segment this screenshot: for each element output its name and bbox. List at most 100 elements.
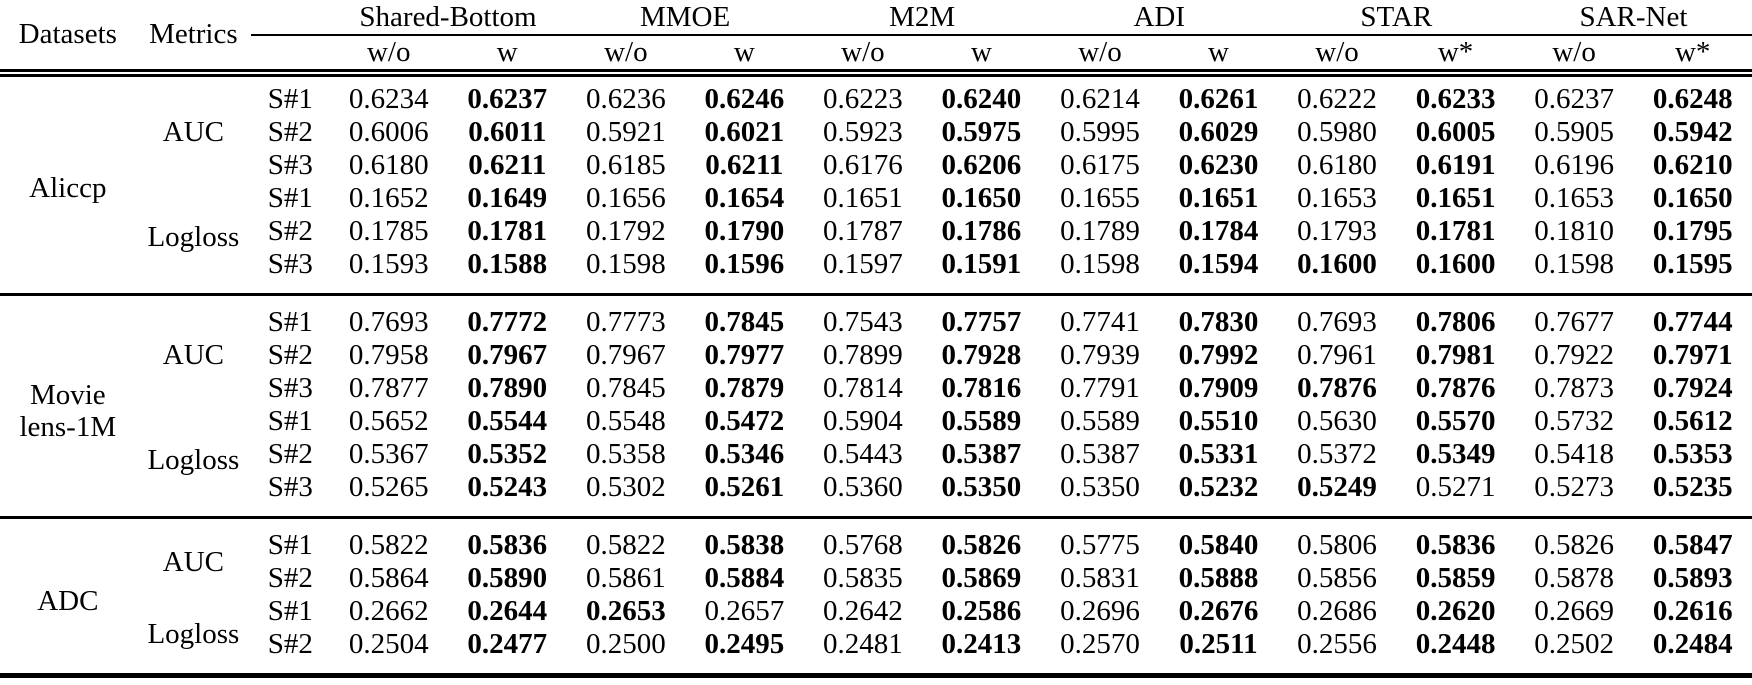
value-cell: 0.1591 [941, 248, 1022, 280]
value-cell: 0.2481 [823, 628, 903, 660]
value-cell: 0.1598 [1534, 248, 1614, 280]
value-cell: 0.5358 [585, 438, 666, 470]
scenario-label: S#1 [267, 83, 313, 115]
value-cell: 0.2448 [1415, 628, 1496, 660]
method-header-shared-bottom: Shared-Bottom [329, 0, 567, 36]
value-cell: 0.6230 [1178, 149, 1259, 181]
metric-label-auc: AUC [135, 293, 252, 405]
value-cell: 0.7922 [1534, 339, 1614, 371]
metric-label-auc: AUC [162, 116, 224, 148]
scenario-label: S#2 [267, 215, 313, 247]
value-cell: 0.7899 [823, 339, 903, 371]
method-header-row: Datasets Metrics Shared-Bottom MMOE M2M ADI… [0, 0, 1752, 77]
metric-label-auc: AUC [135, 516, 252, 595]
metric-label-logloss: Logloss [147, 617, 240, 650]
value-cell: 0.2644 [467, 595, 548, 627]
value-cell: 0.6180 [348, 149, 429, 181]
subcol-header-sar-net-wo: w/o [1514, 35, 1634, 77]
value-cell: 0.2686 [1297, 595, 1377, 627]
value-cell: 0.1781 [1415, 215, 1496, 247]
value-cell: 0.1595 [1652, 248, 1733, 280]
value-cell: 0.1600 [1415, 248, 1496, 280]
value-cell: 0.2570 [1060, 628, 1140, 660]
value-cell: 0.5847 [1633, 516, 1752, 562]
value-cell: 0.6185 [585, 149, 666, 181]
value-cell: 0.5367 [348, 438, 429, 470]
value-cell: 0.1787 [823, 215, 903, 247]
value-cell: 0.5836 [448, 516, 567, 562]
value-cell: 0.5232 [1178, 471, 1259, 503]
value-cell: 0.7693 [329, 293, 448, 339]
value-cell: 0.7890 [467, 372, 548, 404]
scenario-subheader-spacer [251, 35, 330, 77]
value-cell: 0.2696 [1060, 595, 1140, 627]
table-row: S#2 0.7958 0.7967 0.7967 0.7977 0.7899 0.7928 0… [0, 339, 1752, 372]
value-cell: 0.2495 [704, 628, 785, 660]
value-cell: 0.2477 [467, 628, 548, 660]
subcol-header-m2m-w: w [922, 35, 1041, 77]
value-cell: 0.2504 [348, 628, 429, 660]
value-cell: 0.2500 [585, 628, 666, 660]
method-header-sar-net: SAR-Net [1514, 0, 1752, 36]
value-cell: 0.1789 [1060, 215, 1140, 247]
value-cell: 0.5888 [1178, 562, 1259, 594]
value-cell: 0.6191 [1415, 149, 1496, 181]
dataset-label-movielens-1m: Movie lens-1M [0, 293, 136, 518]
value-cell: 0.5249 [1297, 471, 1377, 503]
table-row: Movie lens-1M AUC S#1 0.7693 0.7772 0.7773 0.7… [0, 293, 1752, 518]
value-cell: 0.6176 [823, 149, 903, 181]
value-cell: 0.7967 [467, 339, 548, 371]
method-header-m2m: M2M [803, 0, 1041, 36]
value-cell: 0.5302 [585, 471, 666, 503]
value-cell: 0.5826 [1514, 516, 1634, 562]
value-cell: 0.1781 [467, 215, 548, 247]
table-row: S#3 0.1593 0.1588 0.1598 0.1596 0.1597 0.1591 0… [0, 248, 1752, 295]
value-cell: 0.5921 [585, 116, 666, 148]
value-cell: 0.5349 [1415, 438, 1496, 470]
subcol-header-adi-wo: w/o [1040, 35, 1160, 77]
dataset-label-aliccp: Aliccp [29, 171, 107, 204]
value-cell: 0.7757 [922, 293, 1041, 339]
value-cell: 0.2642 [823, 595, 903, 627]
table-row: Logloss S#1 0.1652 0.1649 0.1656 0.1654 0.1651… [0, 182, 1752, 253]
value-cell: 0.7773 [566, 293, 686, 339]
value-cell: 0.5387 [1060, 438, 1140, 470]
value-cell: 0.5861 [585, 562, 666, 594]
value-cell: 0.2556 [1297, 628, 1377, 660]
table-row: S#3 0.5265 0.5243 0.5302 0.5261 0.5360 0.5350 0… [0, 471, 1752, 518]
value-cell: 0.7981 [1415, 339, 1496, 371]
value-cell: 0.5768 [803, 516, 923, 562]
scenario-label: S#2 [267, 116, 313, 148]
value-cell: 0.2502 [1534, 628, 1614, 660]
value-cell: 0.1598 [585, 248, 666, 280]
value-cell: 0.5612 [1652, 405, 1733, 437]
value-cell: 0.5652 [348, 405, 429, 437]
value-cell: 0.7958 [348, 339, 429, 371]
table-row: S#3 0.6180 0.6211 0.6185 0.6211 0.6176 0.6206 0… [0, 149, 1752, 182]
value-cell: 0.6246 [704, 83, 785, 115]
value-cell: 0.1588 [467, 248, 548, 280]
value-cell: 0.5243 [467, 471, 548, 503]
value-cell: 0.5630 [1297, 405, 1377, 437]
value-cell: 0.6233 [1415, 83, 1496, 115]
value-cell: 0.5878 [1534, 562, 1614, 594]
scenario-label: S#3 [267, 372, 313, 404]
value-cell: 0.2484 [1652, 628, 1733, 660]
value-cell: 0.5589 [1060, 405, 1140, 437]
table-row: ADC AUC S#1 0.5822 0.5836 0.5822 0.5838 0.5768 0… [0, 516, 1752, 676]
value-cell: 0.1598 [1060, 248, 1140, 280]
value-cell: 0.1790 [704, 215, 785, 247]
subcol-header-adi-w: w [1159, 35, 1278, 77]
value-cell: 0.6211 [705, 149, 784, 181]
value-cell: 0.1651 [1415, 182, 1496, 214]
table-body: Aliccp AUC S#1 0.6234 0.6237 0.6236 0.6246 0.62… [0, 73, 1752, 676]
subcol-header-sar-net-w: w* [1633, 35, 1752, 77]
value-cell: 0.7977 [704, 339, 785, 371]
subcolumn-header-row: w/o w w/o w w/o w w/o w w/o w* w/o w* [0, 35, 1752, 77]
table-row: Logloss S#1 0.2662 0.2644 0.2653 0.2657 0.2642… [0, 595, 1752, 650]
value-cell: 0.7971 [1652, 339, 1733, 371]
scenario-label: S#1 [267, 595, 313, 627]
subcol-header-shared-bottom-wo: w/o [329, 35, 448, 77]
value-cell: 0.5840 [1159, 516, 1278, 562]
